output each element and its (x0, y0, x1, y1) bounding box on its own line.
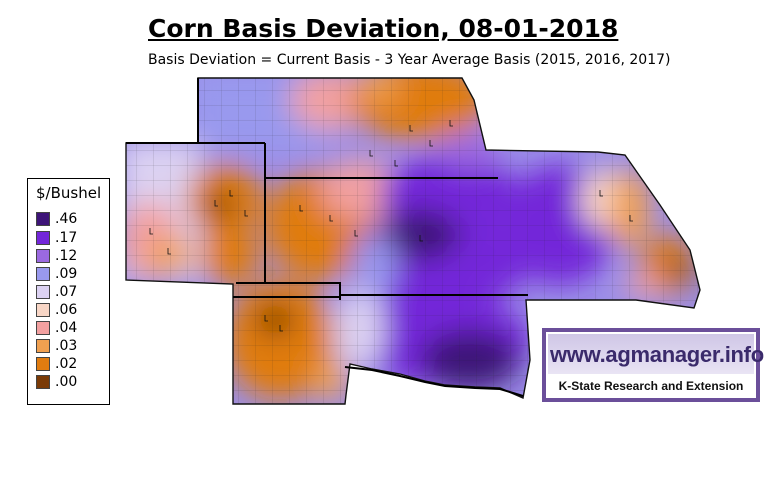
legend-label: .07 (55, 284, 78, 300)
legend-swatch (36, 249, 50, 263)
legend-title: $/Bushel (36, 184, 102, 202)
legend-swatch (36, 375, 50, 389)
legend-label: .09 (55, 266, 78, 282)
elevator-markers (149, 120, 633, 332)
legend: $/Bushel .46 .17 .12 .09 .07 .06 .04 .03… (27, 178, 110, 405)
map-title: Corn Basis Deviation, 08-01-2018 (148, 14, 619, 43)
legend-swatch (36, 303, 50, 317)
legend-label: .04 (55, 320, 78, 336)
legend-label: .03 (55, 338, 78, 354)
legend-swatch (36, 267, 50, 281)
state-boundaries (126, 78, 528, 397)
legend-label: .46 (55, 211, 78, 227)
legend-swatch (36, 321, 50, 335)
legend-swatch (36, 357, 50, 371)
legend-label: .06 (55, 302, 78, 318)
legend-swatch (36, 212, 50, 226)
map-subtitle: Basis Deviation = Current Basis - 3 Year… (148, 52, 671, 68)
legend-swatch (36, 339, 50, 353)
logo-url: www.agmanager.info (550, 342, 764, 367)
legend-label: .12 (55, 248, 78, 264)
logo-org: K-State Research and Extension (558, 379, 744, 393)
legend-label: .02 (55, 356, 78, 372)
legend-label: .17 (55, 230, 78, 246)
legend-label: .00 (55, 374, 78, 390)
legend-swatch (36, 285, 50, 299)
agmanager-logo[interactable]: www.agmanager.info K-State Research and … (542, 328, 764, 402)
legend-swatch (36, 231, 50, 245)
logo-banner (548, 334, 754, 374)
